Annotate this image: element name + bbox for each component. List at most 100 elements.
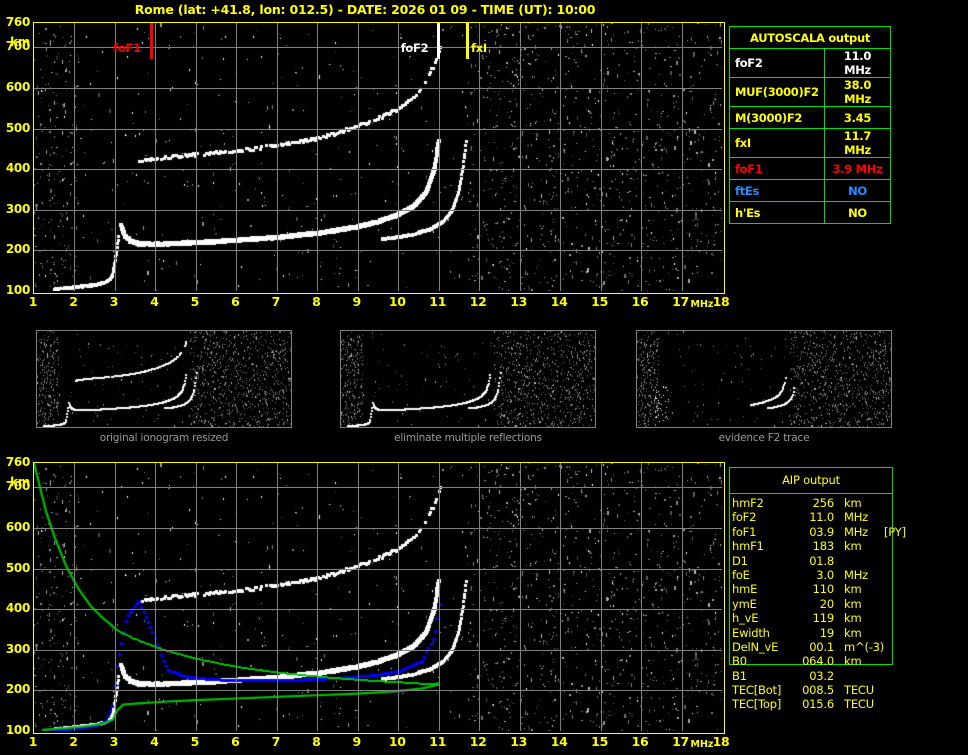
x-tick-15: 15 xyxy=(591,734,608,749)
x-tick-11: 11 xyxy=(429,294,447,309)
autoscala-row: MUF(3000)F2 38.0 MHz xyxy=(729,77,891,107)
x-tick-12: 12 xyxy=(469,734,487,749)
x-tick-4: 4 xyxy=(150,734,159,749)
x-tick-1: 1 xyxy=(28,734,38,749)
autoscala-key-M(3000)F2: M(3000)F2 xyxy=(729,106,825,129)
aip-row: DelN_vE 00.1 m^(-3) xyxy=(732,640,922,654)
aip-unit-hmF2: km xyxy=(844,496,862,510)
aip-value-ymE: 20 xyxy=(819,596,834,611)
aip-row: hmE 110 km xyxy=(732,582,922,596)
aip-key-TEC[Top]: TEC[Top] xyxy=(732,697,782,712)
autoscala-key-ftEs: ftEs xyxy=(729,179,825,202)
marker-layer-top: foF1 foF2 fxI xyxy=(34,23,722,291)
aip-key-foF1: foF1 xyxy=(732,524,757,539)
aip-value-foF1: 03.9 xyxy=(809,524,834,539)
aip-key-D1: D1 xyxy=(732,553,748,568)
x-tick-18: 18 xyxy=(712,294,730,309)
x-tick-5: 5 xyxy=(190,294,200,309)
y-tick-400: 400 xyxy=(5,601,30,616)
autoscala-key-fxI: fxI xyxy=(729,128,825,158)
autoscala-value-fxI: 11.7 MHz xyxy=(824,128,891,158)
y-tick-200: 200 xyxy=(5,242,30,257)
aip-value-B1: 03.2 xyxy=(809,668,834,683)
autoscala-output-table: AUTOSCALA output foF2 11.0 MHz MUF(3000)… xyxy=(729,26,891,224)
autoscala-key-foF1: foF1 xyxy=(729,157,825,180)
aip-row: TEC[Top] 015.6 TECU xyxy=(732,697,922,711)
aip-row: foF2 11.0 MHz xyxy=(732,510,922,524)
aip-unit-hmF1: km xyxy=(844,539,862,554)
marker-label-foF2: foF2 xyxy=(400,41,429,55)
marker-line-fxI xyxy=(465,23,469,59)
aip-row: ymE 20 km xyxy=(732,597,922,611)
x-tick-11: 11 xyxy=(429,734,447,749)
thumbnail-caption-1: eliminate multiple reflections xyxy=(394,432,542,444)
aip-value-hmE: 110 xyxy=(812,582,835,597)
aip-value-foE: 3.0 xyxy=(816,567,834,582)
aip-unit-TEC[Top]: TECU xyxy=(844,697,874,712)
aip-output-rows: hmF2 256 km foF2 11.0 MHz foF1 03.9 MHz [PY] hmF1 1… xyxy=(732,496,922,712)
y-tick-100: 100 xyxy=(5,723,30,737)
aip-row: B1 03.2 xyxy=(732,669,922,683)
y-tick-300: 300 xyxy=(5,641,30,656)
thumbnail-eliminate-multiple-reflections[interactable] xyxy=(340,330,596,428)
y-tick-500: 500 xyxy=(5,560,30,575)
aip-unit-ymE: km xyxy=(844,596,862,611)
autoscala-row: foF1 3.9 MHz xyxy=(729,157,891,180)
aip-key-B1: B1 xyxy=(732,668,747,683)
x-tick-13: 13 xyxy=(510,734,528,749)
x-tick-6: 6 xyxy=(231,294,240,309)
x-tick-9: 9 xyxy=(352,294,362,309)
aip-unit-Ewidth: km xyxy=(844,625,862,640)
x-tick-3: 3 xyxy=(109,734,119,749)
x-tick-12: 12 xyxy=(469,294,487,309)
aip-value-TEC[Top]: 015.6 xyxy=(802,697,834,712)
aip-key-TEC[Bot]: TEC[Bot] xyxy=(732,683,782,698)
x-tick-16: 16 xyxy=(631,734,649,749)
aip-key-DelN_vE: DelN_vE xyxy=(732,639,779,654)
autoscala-row: M(3000)F2 3.45 xyxy=(729,106,891,129)
aip-unit-h_vE: km xyxy=(844,611,862,626)
x-tick-3: 3 xyxy=(109,294,119,309)
x-tick-14: 14 xyxy=(550,294,568,309)
y-axis-unit: km xyxy=(10,35,30,49)
aip-key-hmF2: hmF2 xyxy=(732,496,764,510)
aip-key-hmE: hmE xyxy=(732,582,758,597)
x-tick-10: 10 xyxy=(388,294,406,309)
top-ionogram-plot[interactable]: foF1 foF2 fxI xyxy=(33,22,725,294)
autoscala-value-h'Es: NO xyxy=(824,201,891,224)
page-title: Rome (lat: +41.8, lon: 012.5) - DATE: 20… xyxy=(134,2,596,17)
aip-value-hmF2: 256 xyxy=(812,496,835,510)
x-tick-2: 2 xyxy=(69,294,78,309)
thumbnail-canvas xyxy=(637,331,891,427)
bottom-ionogram-plot[interactable] xyxy=(33,462,725,734)
thumbnail-original-ionogram-resized[interactable] xyxy=(36,330,292,428)
y-tick-400: 400 xyxy=(5,161,30,176)
autoscala-key-h'Es: h'Es xyxy=(729,201,825,224)
autoscala-value-foF2: 11.0 MHz xyxy=(824,48,891,78)
x-tick-8: 8 xyxy=(312,294,321,309)
x-tick-17: 17 xyxy=(672,734,689,749)
autoscala-row: foF2 11.0 MHz xyxy=(729,48,891,78)
autoscala-row: h'Es NO xyxy=(729,201,891,224)
y-tick-300: 300 xyxy=(5,201,30,216)
marker-line-foF2 xyxy=(437,23,441,59)
aip-unit-hmE: km xyxy=(844,582,862,597)
aip-key-hmF1: hmF1 xyxy=(732,539,764,554)
aip-value-Ewidth: 19 xyxy=(819,625,834,640)
aip-unit-TEC[Bot]: TECU xyxy=(844,683,874,698)
aip-row: TEC[Bot] 008.5 TECU xyxy=(732,683,922,697)
aip-unit-B0: km xyxy=(844,654,862,669)
autoscala-key-foF2: foF2 xyxy=(729,48,825,78)
aip-value-h_vE: 119 xyxy=(812,611,835,626)
y-tick-500: 500 xyxy=(5,120,30,135)
x-tick-15: 15 xyxy=(591,294,608,309)
aip-key-h_vE: h_vE xyxy=(732,611,759,626)
autoscala-header-row: AUTOSCALA output xyxy=(729,26,891,49)
aip-unit-foE: MHz xyxy=(844,567,869,582)
y-tick-100: 100 xyxy=(5,283,30,297)
marker-line-foF1 xyxy=(149,23,153,59)
aip-value-DelN_vE: 00.1 xyxy=(809,639,834,654)
thumbnail-evidence-f2-trace[interactable] xyxy=(636,330,892,428)
autoscala-row: fxI 11.7 MHz xyxy=(729,128,891,158)
aip-key-Ewidth: Ewidth xyxy=(732,625,770,640)
